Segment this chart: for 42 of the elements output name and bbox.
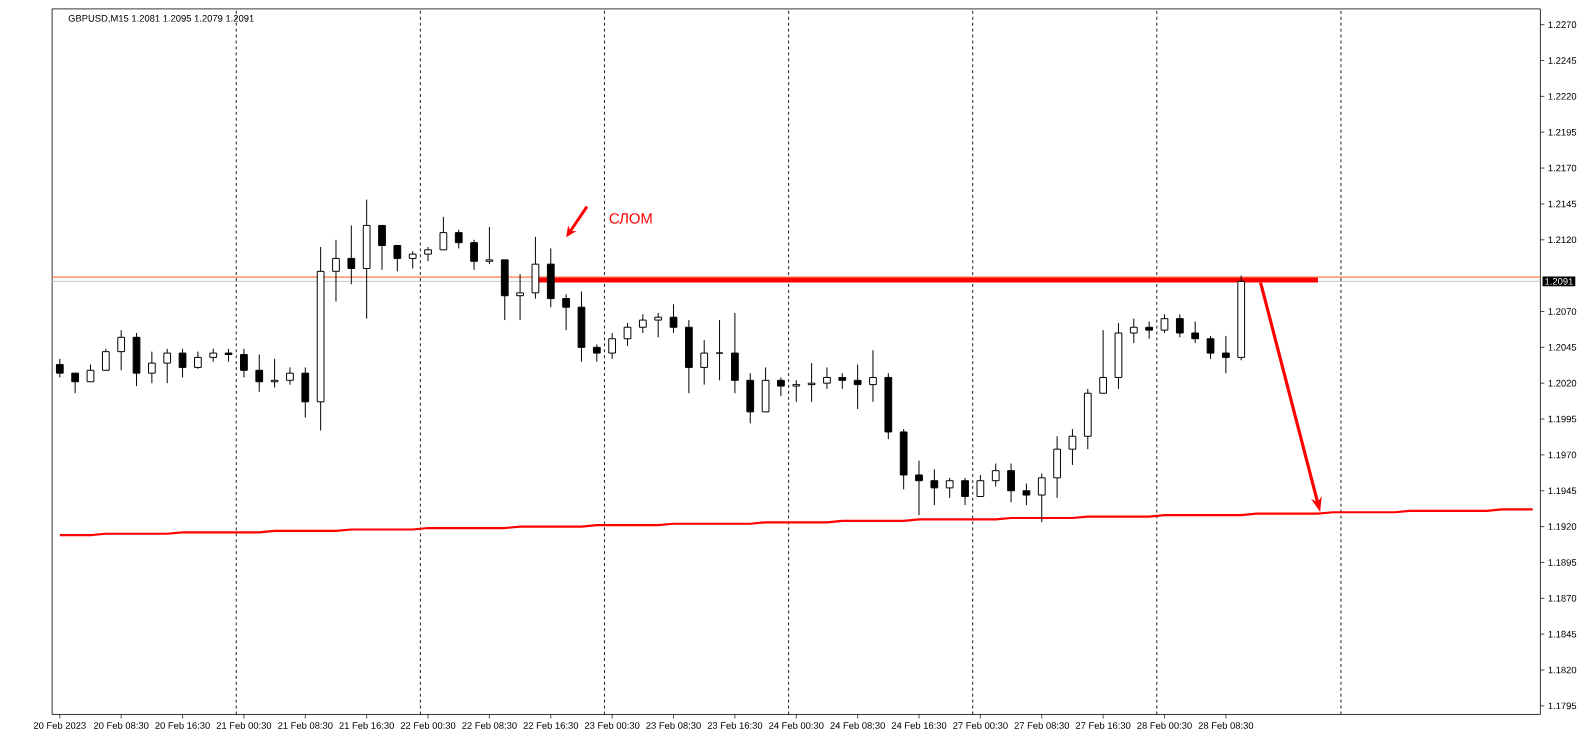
x-tick-label: 24 Feb 00:30 (769, 721, 824, 729)
y-tick-label: 1.1920 (1548, 523, 1577, 530)
y-tick-label: 1.1820 (1548, 666, 1577, 674)
x-tick-label: 24 Feb 16:30 (891, 721, 947, 729)
x-tick-label: 21 Feb 00:30 (216, 721, 272, 729)
x-tick-label: 24 Feb 08:30 (830, 721, 885, 729)
y-tick-label: 1.2045 (1548, 343, 1577, 351)
x-tick-label: 21 Feb 08:30 (278, 721, 333, 729)
y-tick-label: 1.2245 (1548, 57, 1577, 64)
y-tick-label: 1.1970 (1548, 451, 1577, 459)
y-tick-label: 1.2145 (1548, 200, 1577, 208)
text: GBPUSD,M15 1.2081 1.2095 1.2079 1.2091 (68, 14, 254, 23)
y-tick-label: 1.2270 (1548, 21, 1577, 28)
x-tick-label: 27 Feb 08:30 (1014, 721, 1070, 729)
y-tick-label: 1.1895 (1548, 559, 1577, 566)
x-tick-label: 23 Feb 16:30 (707, 721, 763, 729)
x-tick-label: 20 Feb 08:30 (93, 721, 149, 729)
y-tick-label: 1.2170 (1548, 164, 1577, 172)
x-tick-label: 23 Feb 08:30 (646, 721, 701, 729)
annotation: СЛОМ (609, 213, 652, 224)
x-tick-label: 22 Feb 00:30 (400, 721, 456, 729)
x-tick-label: 28 Feb 08:30 (1198, 721, 1254, 729)
y-tick-label: 1.1795 (1548, 702, 1577, 710)
x-tick-label: 21 Feb 16:30 (339, 721, 394, 729)
y-tick-label: 1.2120 (1548, 236, 1577, 244)
y-tick-label: 1.2070 (1548, 308, 1577, 315)
y-tick-label: 1.1845 (1548, 630, 1577, 638)
x-tick-label: 23 Feb 00:30 (584, 721, 640, 729)
y-tick-label: 1.1870 (1548, 594, 1577, 602)
x-tick-label: 28 Feb 00:30 (1137, 721, 1192, 729)
y-tick-label: 1.2220 (1548, 92, 1577, 100)
x-tick-label: 22 Feb 08:30 (462, 721, 517, 729)
x-tick-label: 22 Feb 16:30 (523, 721, 579, 729)
x-tick-label: 20 Feb 16:30 (155, 721, 210, 729)
y-tick-label: 1.2020 (1548, 379, 1577, 387)
ref-line-label: 1.2091 (1545, 277, 1573, 285)
y-tick-label: 1.1945 (1548, 487, 1577, 494)
y-tick-label: 1.2195 (1548, 128, 1577, 136)
x-tick-label: 27 Feb 16:30 (1075, 721, 1131, 729)
y-tick-label: 1.1995 (1548, 415, 1577, 423)
x-tick-label: 20 Feb 2023 (33, 721, 86, 729)
x-tick-label: 27 Feb 00:30 (953, 721, 1008, 729)
